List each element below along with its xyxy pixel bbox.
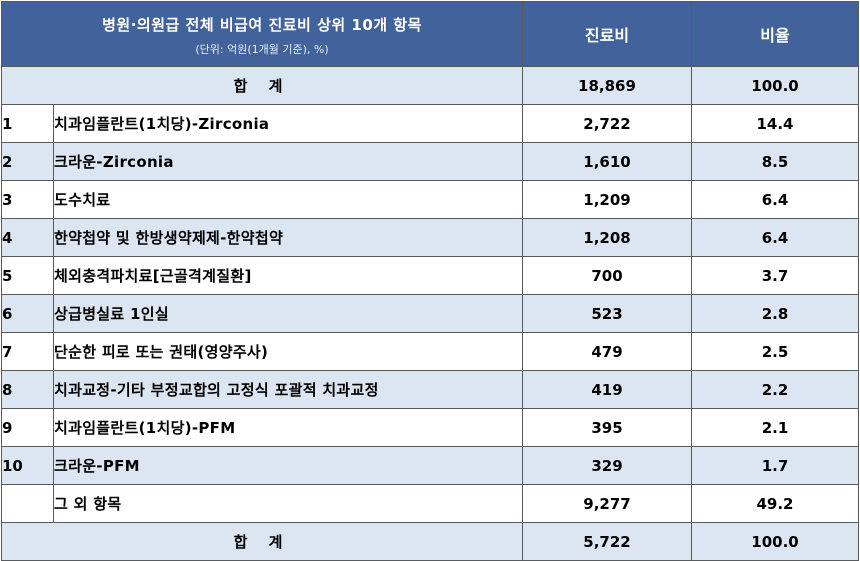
row-ratio: 1.7 — [691, 446, 859, 485]
row-cost: 2,722 — [522, 104, 692, 143]
row-ratio: 3.7 — [691, 256, 859, 295]
row-rank: 6 — [1, 294, 54, 333]
row-cost: 1,209 — [522, 180, 692, 219]
total-ratio: 100.0 — [691, 66, 859, 105]
row-item-name: 치과임플란트(1치당)-PFM — [53, 408, 523, 447]
table-title: 병원·의원급 전체 비급여 진료비 상위 10개 항목 — [102, 15, 422, 34]
row-cost: 479 — [522, 332, 692, 371]
table-header-row: 병원·의원급 전체 비급여 진료비 상위 10개 항목 (단위: 억원(1개월 … — [1, 1, 859, 67]
row-item-name: 상급병실료 1인실 — [53, 294, 523, 333]
other-items-cost: 9,277 — [522, 484, 692, 523]
row-cost: 419 — [522, 370, 692, 409]
total-label: 합 계 — [1, 66, 523, 105]
row-cost: 700 — [522, 256, 692, 295]
table-row: 7 단순한 피로 또는 권태(영양주사) 479 2.5 — [1, 332, 859, 371]
other-items-ratio: 49.2 — [691, 484, 859, 523]
row-item-name: 치과임플란트(1치당)-Zirconia — [53, 104, 523, 143]
table-row: 10 크라운-PFM 329 1.7 — [1, 446, 859, 485]
row-ratio: 2.1 — [691, 408, 859, 447]
row-item-name: 치과교정-기타 부정교합의 고정식 포괄적 치과교정 — [53, 370, 523, 409]
row-ratio: 2.8 — [691, 294, 859, 333]
total-row-bottom: 합 계 5,722 100.0 — [1, 522, 859, 561]
row-item-name: 한약첩약 및 한방생약제제-한약첩약 — [53, 218, 523, 257]
row-cost: 1,208 — [522, 218, 692, 257]
row-item-name: 도수치료 — [53, 180, 523, 219]
table-unit-note: (단위: 억원(1개월 기준), %) — [195, 42, 329, 56]
total-cost: 5,722 — [522, 522, 692, 561]
row-ratio: 8.5 — [691, 142, 859, 181]
table-title-cell: 병원·의원급 전체 비급여 진료비 상위 10개 항목 (단위: 억원(1개월 … — [1, 1, 523, 67]
row-item-name: 단순한 피로 또는 권태(영양주사) — [53, 332, 523, 371]
row-ratio: 14.4 — [691, 104, 859, 143]
table-row: 1 치과임플란트(1치당)-Zirconia 2,722 14.4 — [1, 104, 859, 143]
row-rank: 8 — [1, 370, 54, 409]
table-row: 6 상급병실료 1인실 523 2.8 — [1, 294, 859, 333]
row-ratio: 2.5 — [691, 332, 859, 371]
row-cost: 329 — [522, 446, 692, 485]
row-item-name: 크라운-Zirconia — [53, 142, 523, 181]
table-row: 5 체외충격파치료[근골격계질환] 700 3.7 — [1, 256, 859, 295]
row-cost: 395 — [522, 408, 692, 447]
row-ratio: 2.2 — [691, 370, 859, 409]
row-rank: 3 — [1, 180, 54, 219]
table-row: 8 치과교정-기타 부정교합의 고정식 포괄적 치과교정 419 2.2 — [1, 370, 859, 409]
row-cost: 523 — [522, 294, 692, 333]
row-rank: 1 — [1, 104, 54, 143]
column-header-ratio: 비율 — [691, 1, 859, 67]
row-rank: 9 — [1, 408, 54, 447]
row-rank: 4 — [1, 218, 54, 257]
row-rank: 5 — [1, 256, 54, 295]
row-ratio: 6.4 — [691, 218, 859, 257]
row-rank: 7 — [1, 332, 54, 371]
table-row: 9 치과임플란트(1치당)-PFM 395 2.1 — [1, 408, 859, 447]
other-items-row: 그 외 항목 9,277 49.2 — [1, 484, 859, 523]
total-ratio: 100.0 — [691, 522, 859, 561]
column-header-cost: 진료비 — [522, 1, 692, 67]
row-item-name: 체외충격파치료[근골격계질환] — [53, 256, 523, 295]
table-row: 2 크라운-Zirconia 1,610 8.5 — [1, 142, 859, 181]
table-row: 4 한약첩약 및 한방생약제제-한약첩약 1,208 6.4 — [1, 218, 859, 257]
table-row: 3 도수치료 1,209 6.4 — [1, 180, 859, 219]
row-item-name: 크라운-PFM — [53, 446, 523, 485]
row-rank-empty — [1, 484, 54, 523]
total-label: 합 계 — [1, 522, 523, 561]
row-ratio: 6.4 — [691, 180, 859, 219]
row-rank: 10 — [1, 446, 54, 485]
total-cost: 18,869 — [522, 66, 692, 105]
other-items-label: 그 외 항목 — [53, 484, 523, 523]
row-rank: 2 — [1, 142, 54, 181]
row-cost: 1,610 — [522, 142, 692, 181]
total-row-top: 합 계 18,869 100.0 — [1, 66, 859, 105]
